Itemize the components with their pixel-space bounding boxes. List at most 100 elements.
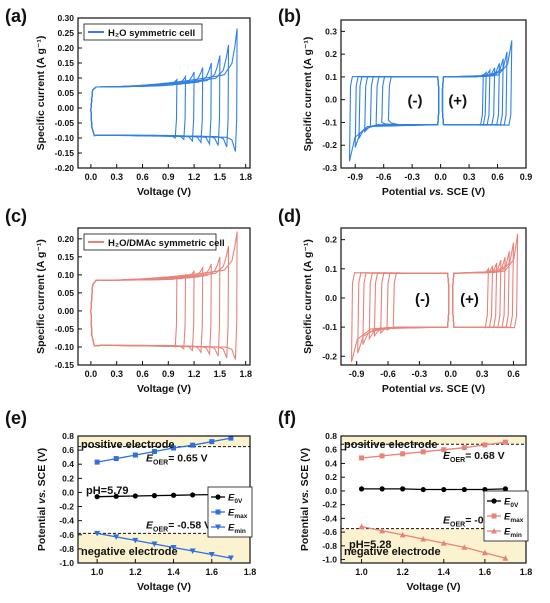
label-italic: vs.	[429, 383, 444, 395]
y-tick-label: 0.4	[325, 458, 337, 468]
cv-negative-curve	[348, 75, 440, 162]
annotation-positive: (+)	[448, 93, 467, 110]
e-subscript: OER	[450, 457, 465, 464]
annotation-negative: (-)	[408, 93, 423, 110]
y-tick-label: 0.05	[57, 88, 74, 98]
legend-marker	[491, 513, 497, 519]
point-max	[190, 442, 196, 448]
annotation-negative: (-)	[415, 291, 430, 308]
legend-marker	[491, 528, 497, 534]
x-tick-label: 0.9	[162, 172, 175, 182]
legend-marker	[215, 524, 221, 530]
y-tick-label: -0.2	[322, 500, 337, 510]
series-line-max	[96, 437, 232, 463]
x-tick-label: 0.0	[85, 172, 98, 182]
e-subscript: OER	[153, 526, 168, 533]
point-min	[151, 541, 158, 547]
x-tick-label: 0.3	[476, 369, 489, 379]
point-min	[399, 531, 406, 538]
point-max	[151, 449, 157, 455]
x-tick-label: 0.6	[136, 172, 149, 182]
ph-label: pH=5.28	[349, 539, 392, 551]
x-tick-label: -0.3	[412, 369, 428, 379]
point-max	[379, 453, 385, 459]
y-tick-label: -0.6	[322, 527, 337, 537]
y-tick-label: 0.20	[57, 43, 74, 53]
x-tick-label: 0.0	[85, 369, 98, 379]
panel-tag: (b)	[278, 6, 301, 26]
panel-tag: (e)	[5, 408, 27, 428]
point-min	[502, 555, 509, 561]
y-tick-label: 0.2	[325, 235, 337, 245]
y-tick-label: 0.30	[57, 13, 74, 23]
point-max	[441, 447, 447, 453]
cv-negative-curve	[373, 272, 450, 338]
label-italic: vs.	[299, 489, 311, 504]
x-tick-label: 0.9	[162, 369, 175, 379]
y-tick-label: 0.2	[325, 472, 337, 482]
y-tick-label: 0.8	[325, 431, 337, 441]
cv-negative-curve	[369, 75, 440, 128]
x-tick-label: 0.0	[444, 369, 457, 379]
region-bottom-label: negative electrode	[344, 546, 441, 558]
y-tick-label: 0.00	[57, 103, 74, 113]
y-tick-label: -0.3	[322, 163, 337, 173]
y-tick-label: -0.20	[55, 163, 75, 173]
x-tick-label: 1.4	[167, 567, 180, 577]
y-tick-label: 0.8	[62, 431, 74, 441]
legend-label: E0V	[228, 493, 243, 506]
cv-positive-curve	[452, 233, 519, 329]
legend-box	[83, 233, 217, 251]
y-tick-label: 0.2	[62, 473, 74, 483]
region-bottom-label: negative electrode	[81, 546, 178, 558]
y-tick-label: 0.1	[325, 264, 337, 274]
x-axis-label: Voltage (V)	[137, 186, 191, 198]
y-axis-label: Specific current (A g⁻¹)	[302, 37, 314, 152]
panel-tag: (f)	[278, 408, 296, 428]
x-axis-label: Potential vs. SCE (V)	[382, 383, 485, 395]
y-tick-label: -1.0	[322, 555, 337, 565]
series-line-max	[361, 441, 506, 459]
point-0V	[190, 492, 196, 498]
x-tick-label: 1.6	[206, 567, 219, 577]
legend-label: Emin	[504, 527, 522, 540]
y-axis-label: Potential vs. SCE (V)	[36, 448, 48, 551]
label-part: Potential	[36, 504, 48, 551]
point-min	[189, 548, 196, 555]
e-subscript: max	[234, 513, 247, 520]
oer-top-annotation: EOER= 0.65 V	[146, 453, 208, 467]
label-part: Potential	[299, 504, 311, 551]
point-min	[481, 549, 488, 556]
y-tick-label: 0.15	[57, 252, 74, 262]
x-tick-label: -0.6	[380, 369, 396, 379]
point-max	[482, 442, 488, 448]
e-subscript: 0V	[510, 502, 519, 509]
cv-negative-curve	[354, 75, 440, 148]
y-axis-label: Specific current (A g⁻¹)	[35, 239, 47, 354]
legend-label: Emin	[228, 523, 246, 536]
y-tick-label: 0.0	[325, 293, 337, 303]
point-min	[379, 527, 386, 534]
y-tick-label: 0.2	[325, 49, 337, 59]
point-0V	[461, 486, 467, 493]
y-tick-label: 0.00	[57, 306, 74, 316]
x-axis-label: Voltage (V)	[137, 383, 191, 395]
label-part: Potential	[382, 383, 429, 395]
x-tick-label: 1.5	[214, 369, 227, 379]
e-letter: E	[504, 497, 511, 508]
label-italic: vs.	[429, 186, 444, 198]
positive-region	[341, 436, 526, 445]
e-value: = 0.68 V	[465, 450, 504, 462]
y-tick-label: -0.2	[322, 140, 337, 150]
point-0V	[358, 486, 365, 492]
cv-negative-curve	[350, 272, 450, 363]
y-axis-label: Potential vs. SCE (V)	[299, 448, 311, 551]
point-0V	[379, 486, 385, 492]
label-part: SCE (V)	[36, 448, 48, 489]
panel-tag: (c)	[5, 206, 27, 226]
e-letter: E	[146, 519, 154, 531]
series-line-min	[96, 532, 232, 559]
